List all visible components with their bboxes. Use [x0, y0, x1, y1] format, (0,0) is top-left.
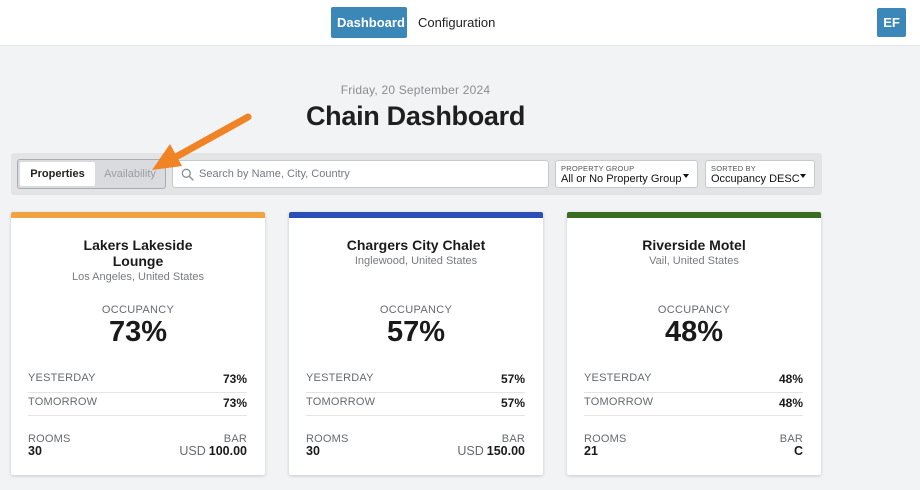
- rooms-value: 30: [28, 444, 42, 458]
- yesterday-label: YESTERDAY: [28, 372, 96, 384]
- search-box: [172, 160, 549, 188]
- rooms-value: 21: [584, 444, 598, 458]
- tomorrow-row: TOMORROW 57%: [306, 394, 525, 414]
- filter-toolbar: Properties Availability PROPERTY GROUP A…: [11, 153, 822, 195]
- bar-label: BAR: [501, 433, 525, 445]
- divider: [28, 415, 247, 416]
- user-avatar[interactable]: EF: [877, 8, 906, 37]
- view-toggle: Properties Availability: [17, 159, 166, 189]
- property-name-line1: Riverside Motel: [642, 237, 746, 253]
- tomorrow-row: TOMORROW 73%: [28, 394, 247, 414]
- card-color-bar: [567, 212, 821, 218]
- tomorrow-label: TOMORROW: [28, 396, 98, 408]
- yesterday-value: 48%: [778, 372, 803, 386]
- tab-properties[interactable]: Properties: [20, 162, 95, 186]
- search-icon: [181, 168, 194, 181]
- property-card[interactable]: Lakers Lakeside Lounge Los Angeles, Unit…: [11, 212, 265, 475]
- card-color-bar: [289, 212, 543, 218]
- divider: [584, 392, 803, 393]
- occupancy-label: OCCUPANCY: [101, 304, 175, 316]
- property-group-label: PROPERTY GROUP: [561, 164, 635, 173]
- tomorrow-label: TOMORROW: [584, 396, 654, 408]
- property-name: Chargers City Chalet: [299, 237, 533, 253]
- occupancy-label: OCCUPANCY: [657, 304, 731, 316]
- yesterday-label: YESTERDAY: [584, 372, 652, 384]
- caret-down-icon: [800, 174, 806, 178]
- property-name: Riverside Motel: [577, 237, 811, 253]
- yesterday-value: 57%: [500, 372, 525, 386]
- bar-value-wrap: USD 150.00: [457, 444, 525, 458]
- property-group-value: All or No Property Group: [561, 173, 682, 185]
- bar-value: C: [793, 444, 803, 458]
- property-name-line1: Lakers Lakeside: [83, 237, 193, 253]
- search-input[interactable]: [199, 164, 544, 184]
- yesterday-row: YESTERDAY 48%: [584, 370, 803, 390]
- bar-currency: USD: [457, 444, 484, 458]
- bar-value: 150.00: [486, 444, 525, 458]
- property-name: Lakers Lakeside Lounge: [21, 237, 255, 269]
- yesterday-row: YESTERDAY 73%: [28, 370, 247, 390]
- tomorrow-value: 57%: [500, 396, 525, 410]
- bar-value-wrap: USD 100.00: [179, 444, 247, 458]
- bar-label: BAR: [223, 433, 247, 445]
- card-color-bar: [11, 212, 265, 218]
- annotation-arrow-icon: [152, 113, 252, 170]
- occupancy-label: OCCUPANCY: [379, 304, 453, 316]
- tomorrow-label: TOMORROW: [306, 396, 376, 408]
- rooms-label: ROOMS: [306, 433, 349, 445]
- tab-availability[interactable]: Availability: [104, 168, 156, 180]
- nav-dashboard-button[interactable]: Dashboard: [331, 7, 407, 38]
- tomorrow-value: 73%: [222, 396, 247, 410]
- rooms-value: 30: [306, 444, 320, 458]
- rooms-label: ROOMS: [28, 433, 71, 445]
- occupancy-value: 57%: [386, 316, 446, 348]
- occupancy-value: 48%: [664, 316, 724, 348]
- caret-down-icon: [683, 174, 689, 178]
- sort-dropdown[interactable]: SORTED BY Occupancy DESC: [705, 160, 815, 188]
- divider: [584, 415, 803, 416]
- tomorrow-row: TOMORROW 48%: [584, 394, 803, 414]
- property-location: Los Angeles, United States: [71, 271, 205, 283]
- property-name-line1: Chargers City Chalet: [346, 237, 486, 253]
- tomorrow-value: 48%: [778, 396, 803, 410]
- bar-label: BAR: [779, 433, 803, 445]
- divider: [306, 392, 525, 393]
- occupancy-value: 73%: [108, 316, 168, 348]
- top-nav: Dashboard Configuration EF: [0, 0, 920, 46]
- sort-label: SORTED BY: [711, 164, 757, 173]
- nav-configuration-link[interactable]: Configuration: [418, 15, 496, 30]
- yesterday-row: YESTERDAY 57%: [306, 370, 525, 390]
- rooms-label: ROOMS: [584, 433, 627, 445]
- bar-currency: USD: [179, 444, 206, 458]
- bar-value: 100.00: [208, 444, 247, 458]
- divider: [306, 415, 525, 416]
- property-group-dropdown[interactable]: PROPERTY GROUP All or No Property Group: [555, 160, 698, 188]
- property-card[interactable]: Riverside Motel Vail, United States OCCU…: [567, 212, 821, 475]
- property-location: Inglewood, United States: [354, 255, 478, 267]
- property-name-line2: Lounge: [112, 253, 164, 269]
- current-date: Friday, 20 September 2024: [340, 83, 491, 97]
- yesterday-value: 73%: [222, 372, 247, 386]
- yesterday-label: YESTERDAY: [306, 372, 374, 384]
- page-title: Chain Dashboard: [305, 101, 526, 131]
- sort-value: Occupancy DESC: [711, 173, 800, 185]
- bar-value-wrap: C: [791, 444, 803, 458]
- property-location: Vail, United States: [649, 255, 739, 267]
- divider: [28, 392, 247, 393]
- property-card[interactable]: Chargers City Chalet Inglewood, United S…: [289, 212, 543, 475]
